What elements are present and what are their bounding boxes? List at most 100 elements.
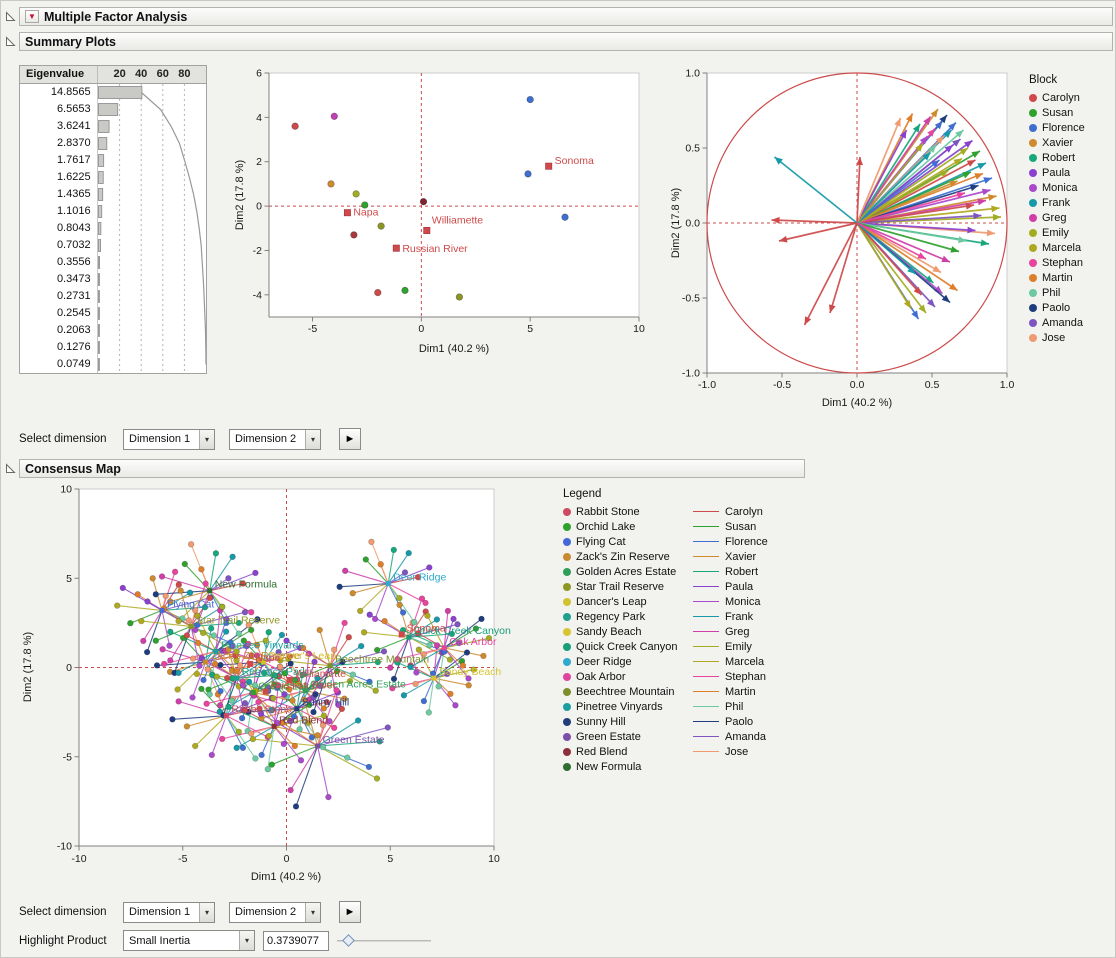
consensus-point[interactable]: [390, 546, 397, 554]
product-centroid[interactable]: [213, 648, 219, 654]
consensus-point[interactable]: [253, 641, 261, 649]
score-point[interactable]: [361, 201, 369, 209]
region-marker[interactable]: [545, 162, 553, 170]
product-centroid[interactable]: [159, 607, 165, 613]
score-point[interactable]: [350, 231, 358, 239]
consensus-point[interactable]: [326, 718, 333, 725]
consensus-point[interactable]: [336, 583, 343, 591]
consensus-point[interactable]: [399, 609, 407, 616]
consensus-point[interactable]: [252, 569, 259, 577]
consensus-point[interactable]: [380, 648, 388, 655]
product-legend-item[interactable]: New Formula: [563, 759, 678, 774]
consensus-point[interactable]: [342, 567, 349, 575]
consensus-point[interactable]: [233, 667, 240, 675]
product-centroid[interactable]: [315, 743, 321, 749]
red-triangle-menu-icon[interactable]: ▼: [25, 10, 39, 23]
consensus-point[interactable]: [248, 608, 255, 616]
consensus-point[interactable]: [414, 630, 422, 637]
consensus-point[interactable]: [455, 639, 463, 647]
product-legend-item[interactable]: Beechtree Mountain: [563, 684, 678, 699]
product-legend-item[interactable]: Star Trail Reserve: [563, 579, 678, 594]
consensus-point[interactable]: [407, 663, 414, 671]
eigenvalue-bar[interactable]: [97, 256, 100, 269]
consensus-point[interactable]: [162, 592, 169, 600]
block-line-legend-item[interactable]: Jose: [693, 744, 768, 759]
product-centroid[interactable]: [406, 634, 412, 640]
consensus-point[interactable]: [280, 740, 287, 748]
eigenvalue-bar[interactable]: [97, 341, 100, 354]
consensus-point[interactable]: [153, 662, 161, 669]
consensus-point[interactable]: [212, 550, 220, 557]
block-legend-item[interactable]: Susan: [1029, 105, 1085, 120]
consensus-point[interactable]: [186, 589, 194, 596]
consensus-point[interactable]: [229, 553, 236, 561]
consensus-point[interactable]: [320, 705, 328, 712]
consensus-point[interactable]: [160, 660, 168, 668]
consensus-point[interactable]: [420, 651, 427, 658]
eigenvalue-bar[interactable]: [97, 358, 100, 371]
consensus-point[interactable]: [270, 695, 277, 702]
product-centroid[interactable]: [261, 659, 267, 665]
consensus-point[interactable]: [194, 621, 201, 629]
product-centroid[interactable]: [223, 713, 229, 719]
consensus-point[interactable]: [268, 761, 275, 768]
consensus-point[interactable]: [465, 675, 472, 682]
consensus-point[interactable]: [262, 637, 270, 644]
consensus-point[interactable]: [196, 662, 203, 669]
loading-arrow[interactable]: [856, 159, 941, 224]
consensus-point[interactable]: [217, 687, 224, 695]
block-line-legend-item[interactable]: Martin: [693, 684, 768, 699]
consensus-point[interactable]: [311, 658, 318, 666]
block-line-legend-item[interactable]: Florence: [693, 534, 768, 549]
consensus-point[interactable]: [338, 705, 346, 713]
consensus-point[interactable]: [277, 657, 284, 664]
loading-arrow[interactable]: [856, 222, 976, 234]
consensus-point[interactable]: [265, 732, 273, 740]
consensus-point[interactable]: [187, 541, 195, 548]
consensus-point[interactable]: [287, 717, 294, 725]
consensus-point[interactable]: [140, 637, 147, 645]
loading-arrow[interactable]: [856, 169, 949, 224]
eigenvalue-bar[interactable]: [97, 86, 142, 99]
loading-arrow[interactable]: [778, 222, 858, 243]
loading-arrow[interactable]: [829, 222, 858, 314]
consensus-point[interactable]: [224, 674, 231, 682]
consensus-point[interactable]: [245, 621, 252, 629]
block-line-legend-item[interactable]: Monica: [693, 594, 768, 609]
consensus-point[interactable]: [152, 591, 160, 598]
consensus-point[interactable]: [175, 698, 182, 705]
product-centroid[interactable]: [385, 581, 391, 587]
consensus-point[interactable]: [454, 621, 461, 628]
region-marker[interactable]: [262, 688, 269, 695]
loading-arrow[interactable]: [856, 205, 1000, 224]
consensus-point[interactable]: [390, 675, 398, 683]
block-legend-item[interactable]: Emily: [1029, 225, 1085, 240]
loading-arrow[interactable]: [856, 147, 969, 224]
consensus-point[interactable]: [362, 556, 369, 563]
loading-arrow[interactable]: [856, 222, 927, 260]
consensus-point[interactable]: [127, 620, 134, 627]
consensus-point[interactable]: [360, 629, 368, 636]
disclosure-open-icon[interactable]: [5, 463, 16, 474]
product-centroid[interactable]: [188, 623, 194, 629]
consensus-point[interactable]: [331, 724, 338, 732]
region-marker[interactable]: [343, 209, 351, 217]
block-legend-item[interactable]: Jose: [1029, 330, 1085, 345]
consensus-point[interactable]: [258, 751, 265, 759]
product-centroid[interactable]: [431, 675, 437, 681]
consensus-point[interactable]: [260, 669, 268, 677]
score-point[interactable]: [561, 213, 569, 221]
consensus-point[interactable]: [219, 603, 226, 611]
consensus-point[interactable]: [203, 700, 210, 707]
consensus-point[interactable]: [216, 702, 224, 709]
apply-dimensions-button[interactable]: ►: [339, 428, 361, 450]
consensus-point[interactable]: [194, 639, 202, 647]
loading-arrow[interactable]: [856, 222, 927, 314]
score-point[interactable]: [330, 112, 338, 120]
block-legend-item[interactable]: Xavier: [1029, 135, 1085, 150]
consensus-point[interactable]: [245, 678, 253, 686]
consensus-point[interactable]: [433, 616, 441, 623]
consensus-point[interactable]: [401, 569, 409, 576]
product-legend-item[interactable]: Rabbit Stone: [563, 504, 678, 519]
consensus-point[interactable]: [314, 674, 321, 682]
